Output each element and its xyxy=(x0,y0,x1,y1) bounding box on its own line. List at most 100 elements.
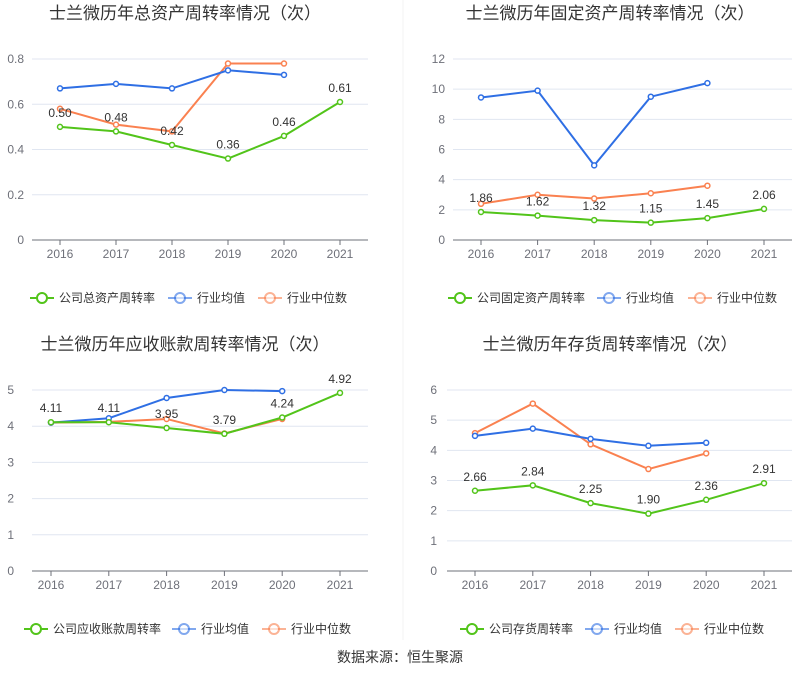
data-point xyxy=(534,87,541,94)
legend-label: 行业中位数 xyxy=(704,621,764,636)
data-point xyxy=(224,67,232,74)
data-point xyxy=(471,432,479,440)
y-tick-label: 0.4 xyxy=(7,143,24,157)
x-tick-label: 2020 xyxy=(269,578,296,592)
data-label: 1.90 xyxy=(637,493,661,507)
legend-item-2[interactable]: 行业中位数 xyxy=(688,290,777,305)
legend-label: 行业均值 xyxy=(626,290,674,305)
x-tick-label: 2019 xyxy=(635,578,662,592)
y-tick-label: 2 xyxy=(430,504,437,518)
x-tick-label: 2020 xyxy=(694,247,721,261)
chart-title: 士兰微历年总资产周转率情况（次） xyxy=(49,4,321,23)
legend-marker-icon xyxy=(466,623,478,635)
legend-marker-icon xyxy=(264,292,276,304)
x-tick-label: 2021 xyxy=(751,578,778,592)
legend-marker-icon xyxy=(603,292,615,304)
y-tick-label: 0.6 xyxy=(7,97,24,111)
data-label: 4.11 xyxy=(40,401,63,415)
data-point xyxy=(704,79,711,87)
chart-title: 士兰微历年应收账款周转率情况（次） xyxy=(41,335,330,354)
series-line-0 xyxy=(59,101,341,160)
x-tick-label: 2020 xyxy=(693,578,720,592)
y-tick-label: 0.8 xyxy=(7,52,24,66)
data-point xyxy=(529,400,537,407)
legend-item-2[interactable]: 行业中位数 xyxy=(262,621,351,636)
x-tick-label: 2020 xyxy=(271,247,298,261)
data-point xyxy=(224,60,232,67)
data-label: 1.62 xyxy=(526,195,550,209)
x-tick-label: 2017 xyxy=(95,578,122,592)
legend-marker-icon xyxy=(30,623,42,635)
data-point xyxy=(477,94,485,101)
y-tick-label: 0.2 xyxy=(7,188,24,202)
x-tick-label: 2018 xyxy=(577,578,604,592)
legend-label: 行业均值 xyxy=(201,621,249,636)
x-tick-label: 2021 xyxy=(327,247,354,261)
data-point xyxy=(587,435,594,443)
legend-item-2[interactable]: 行业中位数 xyxy=(675,621,764,636)
data-point xyxy=(590,195,598,202)
data-point xyxy=(56,105,64,113)
legend-item-0[interactable]: 公司应收账款周转率 xyxy=(24,621,161,636)
series-line-0 xyxy=(51,391,341,435)
data-point xyxy=(47,418,55,426)
y-tick-label: 4 xyxy=(430,443,437,457)
x-tick-label: 2018 xyxy=(581,247,608,261)
data-label: 2.06 xyxy=(752,188,776,202)
data-label: 2.84 xyxy=(521,464,545,478)
data-point xyxy=(224,155,232,162)
legend-marker-icon xyxy=(36,292,48,304)
y-tick-label: 4 xyxy=(7,419,14,433)
data-point xyxy=(590,162,598,169)
chart-panel-3: 士兰微历年应收账款周转率情况（次） 0 1 2 3 4 5 2016 2017 2018 2019 2… xyxy=(7,335,368,636)
data-point xyxy=(587,499,594,507)
legend-label: 行业中位数 xyxy=(287,290,347,305)
y-tick-label: 0 xyxy=(17,233,24,247)
legend-label: 行业中位数 xyxy=(291,621,351,636)
data-label: 0.61 xyxy=(328,81,352,95)
data-point xyxy=(112,80,120,88)
data-point xyxy=(645,465,652,473)
y-tick-label: 6 xyxy=(430,383,437,397)
legend-item-1[interactable]: 行业均值 xyxy=(597,290,674,305)
data-point xyxy=(529,482,537,489)
data-point xyxy=(163,415,170,423)
data-point xyxy=(221,430,228,438)
data-label: 4.92 xyxy=(328,372,352,386)
legend-item-0[interactable]: 公司总资产周转率 xyxy=(30,290,155,305)
legend-label: 行业中位数 xyxy=(717,290,777,305)
y-tick-label: 0 xyxy=(7,564,14,578)
data-point xyxy=(704,214,711,222)
data-point xyxy=(704,182,711,189)
data-label: 2.25 xyxy=(579,482,603,496)
data-point xyxy=(112,128,120,135)
data-source: 数据来源：恒生聚源 xyxy=(337,649,463,665)
legend-marker-icon xyxy=(681,623,693,635)
data-label: 2.91 xyxy=(752,462,776,476)
data-point xyxy=(163,394,170,402)
data-label: 1.32 xyxy=(583,199,607,213)
y-tick-label: 1 xyxy=(430,534,437,548)
data-point xyxy=(702,496,710,504)
legend-item-0[interactable]: 公司存货周转率 xyxy=(460,621,573,636)
data-label: 0.48 xyxy=(104,110,128,124)
data-label: 2.66 xyxy=(463,470,487,484)
data-label: 0.42 xyxy=(160,124,184,138)
y-tick-label: 10 xyxy=(432,82,446,96)
y-tick-label: 2 xyxy=(438,203,445,217)
data-label: 0.46 xyxy=(272,115,296,129)
legend-item-1[interactable]: 行业均值 xyxy=(172,621,249,636)
data-point xyxy=(168,141,176,149)
legend-item-0[interactable]: 公司固定资产周转率 xyxy=(448,290,585,305)
legend-label: 行业均值 xyxy=(614,621,662,636)
legend-item-2[interactable]: 行业中位数 xyxy=(258,290,347,305)
data-point xyxy=(645,442,652,450)
y-tick-label: 2 xyxy=(7,492,14,506)
legend-item-1[interactable]: 行业均值 xyxy=(585,621,662,636)
x-tick-label: 2019 xyxy=(215,247,242,261)
data-label: 1.45 xyxy=(696,197,720,211)
legend-item-1[interactable]: 行业均值 xyxy=(168,290,245,305)
data-point xyxy=(647,219,655,226)
data-point xyxy=(645,510,652,517)
